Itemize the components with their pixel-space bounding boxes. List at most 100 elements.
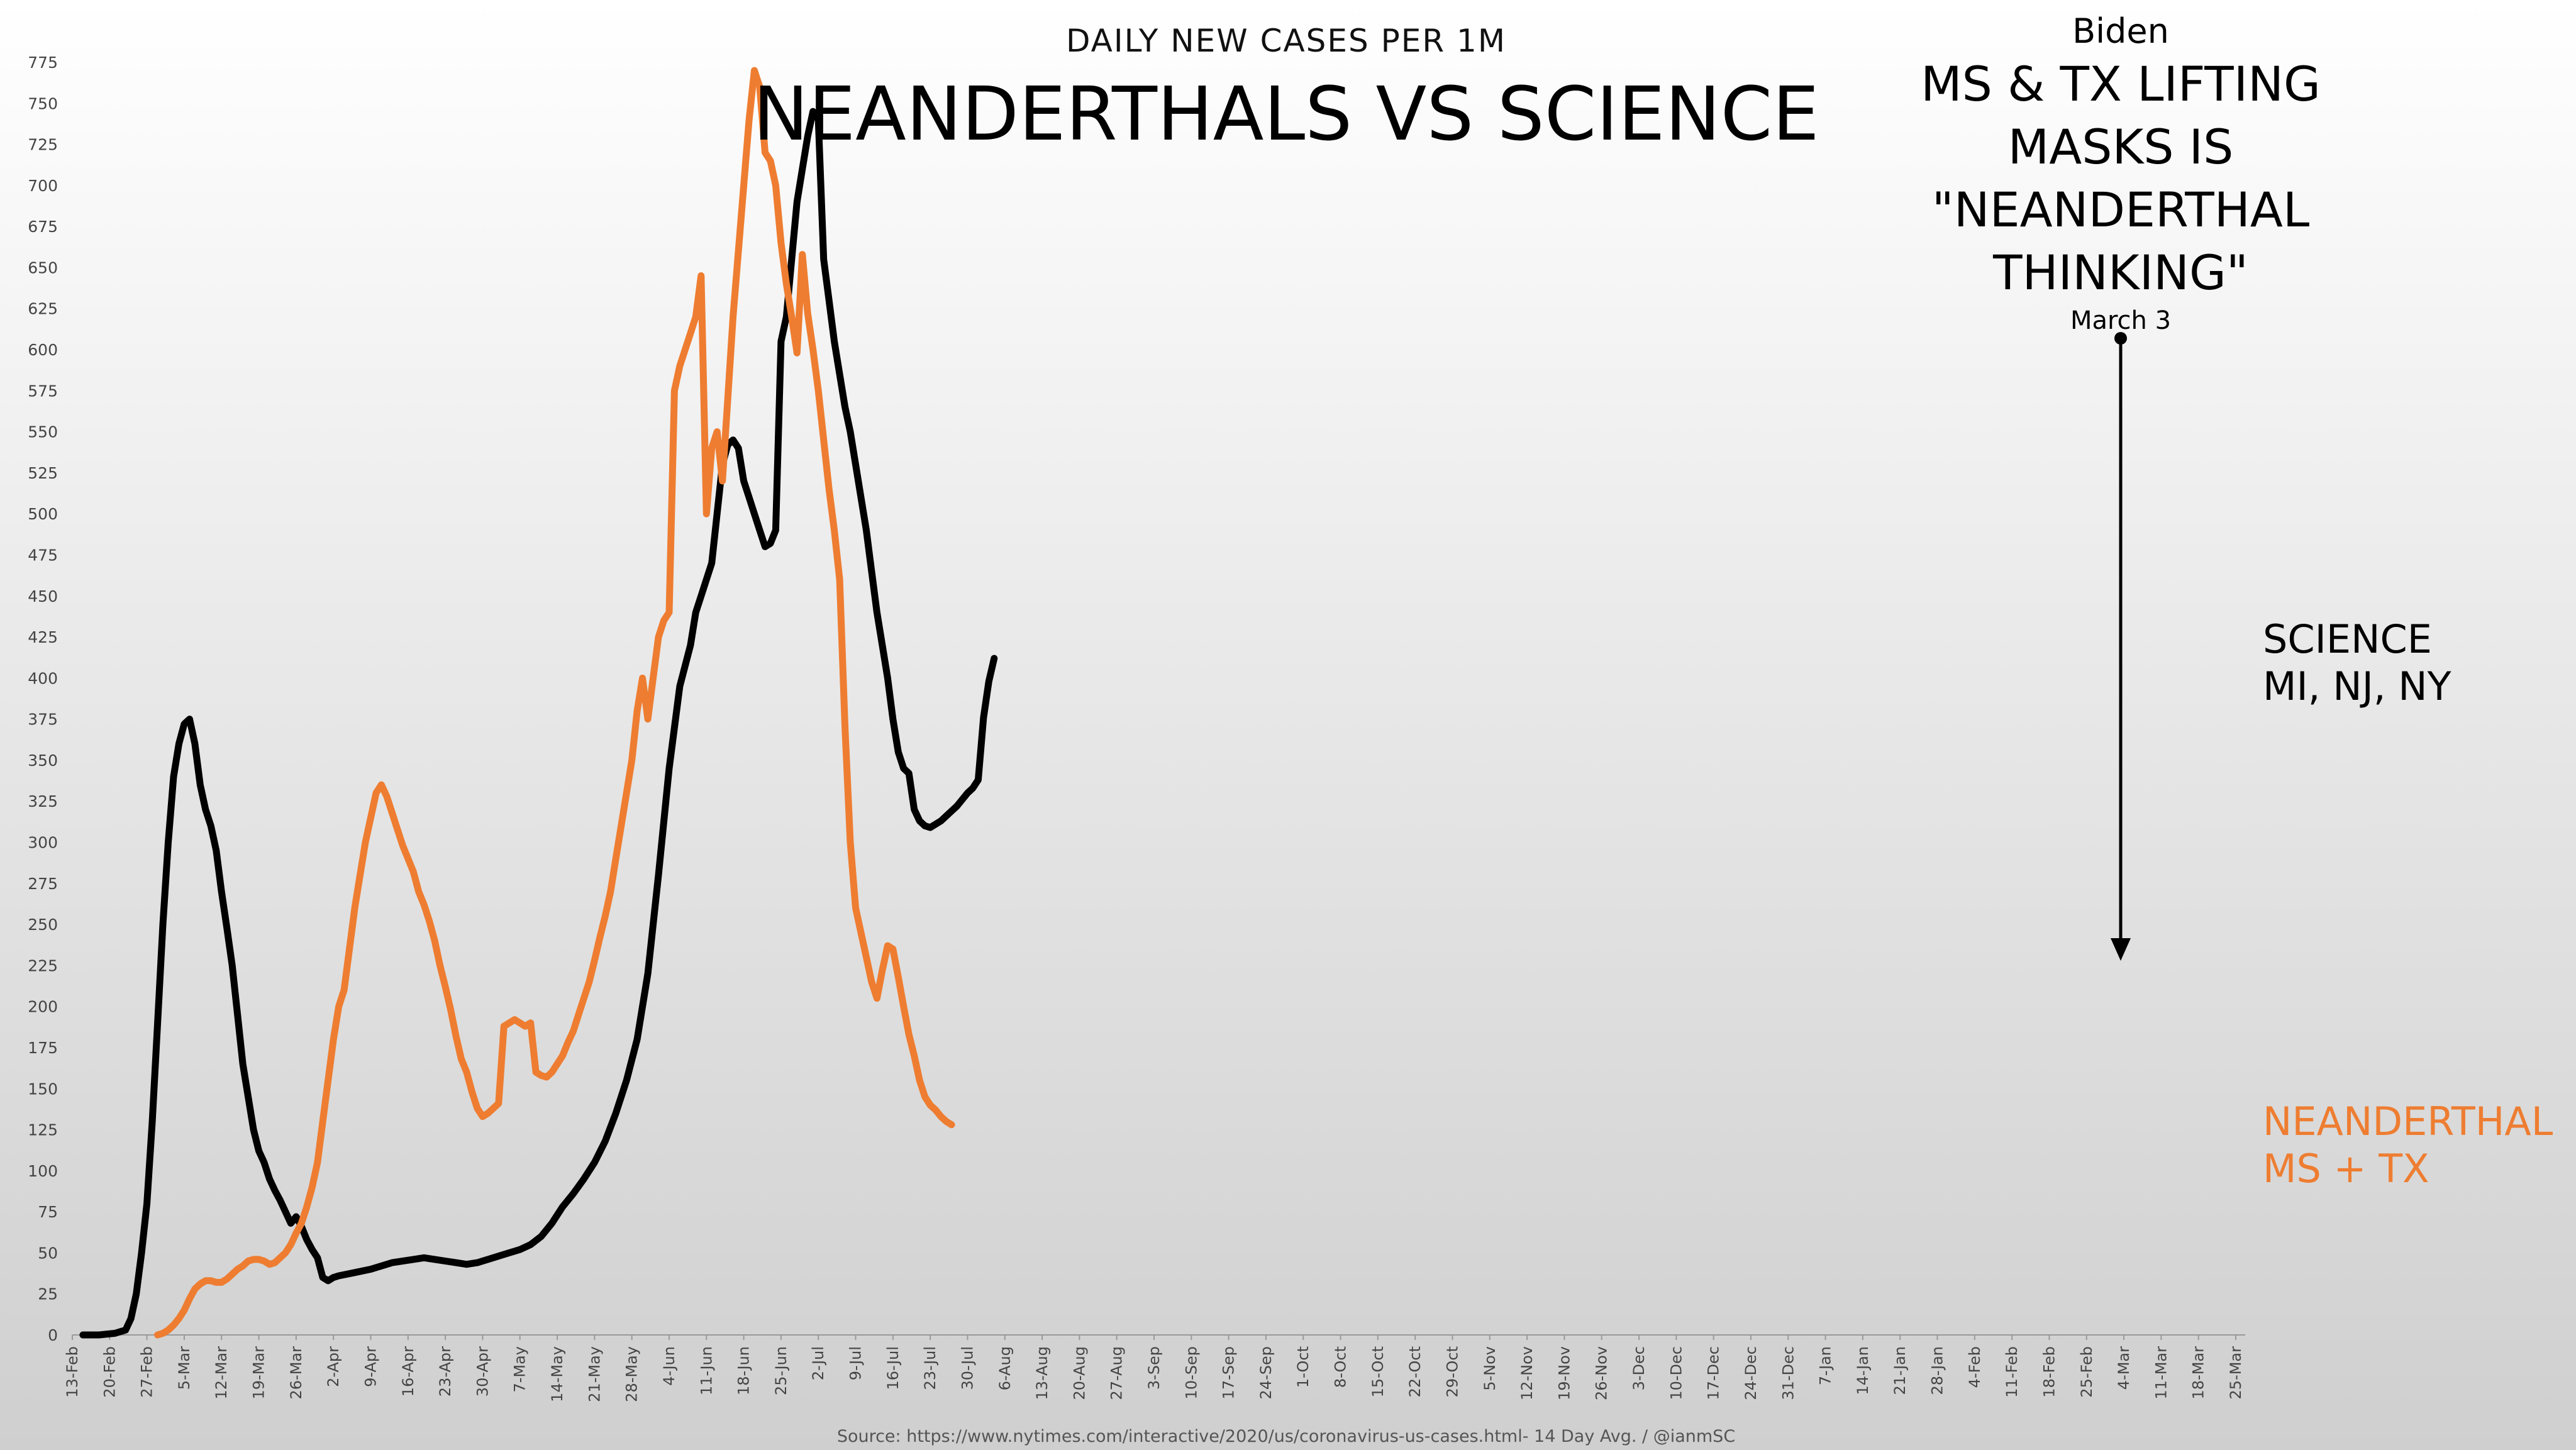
x-tick-label: 2-Apr (325, 1346, 342, 1387)
x-tick-label: 10-Sep (1182, 1346, 1200, 1399)
annotation-quote-line-4: THINKING" (1992, 245, 2248, 301)
annotation-quote-line-1: MS & TX LIFTING (1921, 56, 2321, 112)
x-tick-label: 3-Sep (1145, 1346, 1163, 1390)
x-tick-label: 4-Jun (660, 1346, 678, 1386)
y-tick-label: 600 (28, 341, 58, 359)
x-tick-label: 28-May (623, 1346, 641, 1402)
x-tick-label: 9-Apr (362, 1346, 379, 1387)
y-tick-label: 75 (38, 1203, 58, 1221)
y-tick-label: 750 (28, 94, 58, 113)
y-tick-label: 775 (28, 53, 58, 72)
x-tick-label: 8-Oct (1332, 1346, 1350, 1388)
x-tick-label: 6-Aug (996, 1346, 1014, 1390)
y-tick-label: 375 (28, 711, 58, 729)
neanderthal-label-sub: MS + TX (2263, 1146, 2429, 1192)
x-tick-label: 19-Nov (1555, 1346, 1573, 1400)
x-tick-label: 28-Jan (1929, 1346, 1946, 1395)
x-tick-label: 25-Feb (2078, 1346, 2096, 1398)
x-tick-label: 26-Mar (287, 1346, 305, 1400)
y-tick-label: 550 (28, 423, 58, 441)
y-tick-label: 425 (28, 628, 58, 646)
x-tick-label: 16-Apr (399, 1346, 417, 1397)
x-tick-label: 24-Dec (1742, 1346, 1760, 1400)
y-tick-label: 625 (28, 300, 58, 318)
x-tick-label: 22-Oct (1406, 1346, 1424, 1397)
x-tick-label: 15-Oct (1369, 1346, 1387, 1397)
x-tick-label: 5-Nov (1481, 1346, 1499, 1391)
x-tick-label: 7-May (511, 1346, 529, 1393)
x-tick-label: 4-Feb (1966, 1346, 1984, 1388)
series-line-neanderthal (154, 67, 955, 1339)
y-tick-label: 325 (28, 792, 58, 811)
y-tick-label: 100 (28, 1162, 58, 1180)
y-tick-label: 650 (28, 258, 58, 277)
x-tick-label: 18-Mar (2190, 1346, 2207, 1400)
y-tick-label: 700 (28, 177, 58, 195)
annotation-arrow (2111, 332, 2131, 961)
y-axis: 0 25 50 75 100 125 150 175 200 225 250 275 300 325 350… (28, 53, 58, 1344)
x-tick-label: 26-Nov (1593, 1346, 1611, 1400)
science-label-sub: MI, NJ, NY (2263, 663, 2451, 709)
chart-subtitle: DAILY NEW CASES PER 1M (1066, 23, 1506, 59)
y-tick-label: 300 (28, 834, 58, 852)
y-tick-label: 150 (28, 1080, 58, 1098)
y-tick-label: 350 (28, 751, 58, 770)
x-tick-label: 2-Jul (809, 1346, 827, 1380)
x-tick-label: 23-Jul (921, 1346, 939, 1390)
y-tick-label: 525 (28, 464, 58, 482)
x-tick-label: 30-Apr (474, 1346, 491, 1397)
series-line-science (79, 108, 998, 1339)
x-tick-label: 30-Jul (958, 1346, 976, 1390)
x-tick-label: 13-Aug (1033, 1346, 1051, 1400)
x-tick-label: 11-Feb (2003, 1346, 2021, 1398)
annotation-quote-line-2: MASKS IS (2008, 119, 2234, 175)
x-tick-label: 11-Jun (697, 1346, 715, 1395)
x-tick-label: 29-Oct (1443, 1346, 1461, 1397)
y-tick-label: 725 (28, 136, 58, 154)
x-tick-label: 27-Aug (1108, 1346, 1126, 1400)
y-tick-label: 0 (48, 1326, 58, 1344)
neanderthal-label: NEANDERTHAL (2263, 1099, 2553, 1144)
x-tick-label: 12-Mar (213, 1346, 230, 1400)
x-tick-label: 20-Feb (101, 1346, 118, 1398)
y-tick-label: 25 (38, 1285, 58, 1303)
series-lines (79, 67, 998, 1339)
y-tick-label: 675 (28, 218, 58, 236)
y-tick-label: 250 (28, 916, 58, 934)
x-tick-label: 31-Dec (1779, 1346, 1797, 1400)
x-tick-label: 10-Dec (1667, 1346, 1685, 1400)
science-label: SCIENCE (2263, 616, 2432, 662)
x-tick-label: 14-Jan (1854, 1346, 1872, 1395)
x-tick-label: 27-Feb (138, 1346, 156, 1398)
x-tick-label: 9-Jul (847, 1346, 865, 1380)
annotation-biden: Biden (2072, 11, 2169, 51)
annotation-quote-line-3: "NEANDERTHAL (1932, 182, 2309, 238)
x-tick-label: 16-Jul (884, 1346, 902, 1390)
y-tick-label: 400 (28, 669, 58, 687)
x-tick-label: 17-Sep (1220, 1346, 1238, 1399)
x-tick-label: 12-Nov (1518, 1346, 1536, 1400)
y-tick-label: 175 (28, 1039, 58, 1057)
y-tick-label: 500 (28, 505, 58, 523)
x-tick-label: 1-Oct (1294, 1346, 1312, 1388)
x-axis: 13-Feb 20-Feb 27-Feb 5-Mar 12-Mar 19-Mar 26-Ma… (64, 1335, 2245, 1402)
y-tick-label: 225 (28, 956, 58, 975)
x-tick-label: 13-Feb (64, 1346, 81, 1398)
y-tick-label: 275 (28, 875, 58, 893)
x-tick-label: 21-Jan (1891, 1346, 1909, 1395)
x-tick-label: 21-May (586, 1346, 603, 1402)
x-tick-label: 18-Feb (2040, 1346, 2058, 1398)
x-tick-label: 7-Jan (1817, 1346, 1835, 1385)
chart-title: NEANDERTHALS VS SCIENCE (753, 70, 1819, 157)
x-tick-label: 25-Jun (772, 1346, 790, 1395)
x-tick-label: 14-May (548, 1346, 566, 1402)
source-note: Source: https://www.nytimes.com/interact… (837, 1427, 1735, 1446)
x-tick-label: 23-Apr (436, 1346, 454, 1397)
x-tick-label: 4-Mar (2115, 1346, 2133, 1390)
x-tick-label: 18-Jun (735, 1346, 753, 1395)
y-tick-label: 575 (28, 382, 58, 400)
x-tick-label: 24-Sep (1257, 1346, 1275, 1399)
x-tick-label: 3-Dec (1630, 1346, 1648, 1390)
x-tick-label: 20-Aug (1070, 1346, 1088, 1400)
annotation-march-3: March 3 (2070, 306, 2171, 335)
